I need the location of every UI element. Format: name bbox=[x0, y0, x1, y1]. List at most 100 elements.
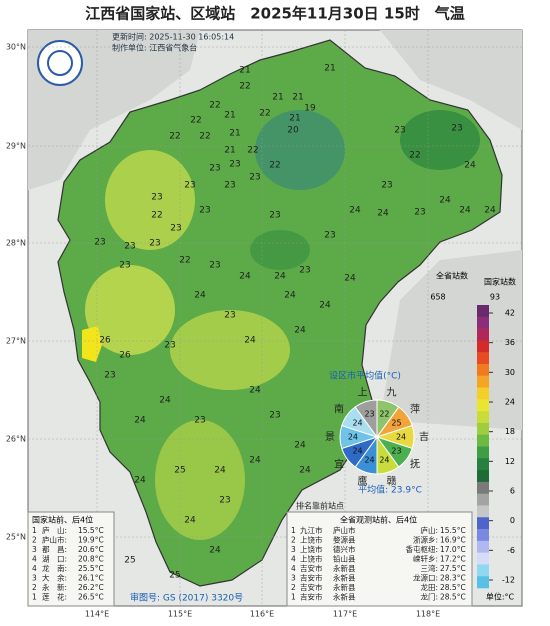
pie-value: 24 bbox=[379, 455, 389, 464]
pie-name: 宜 bbox=[334, 458, 344, 471]
temp-zone bbox=[400, 110, 480, 170]
colorbar-cell bbox=[477, 375, 489, 388]
producer: 制作单位: 江西省气象台 bbox=[112, 43, 197, 53]
colorbar-cell bbox=[477, 422, 489, 436]
lat-label: 26°N bbox=[6, 435, 26, 444]
station-value: 23 bbox=[381, 181, 392, 191]
temp-zone bbox=[155, 420, 245, 540]
legend-count: 93 bbox=[490, 293, 500, 302]
lat-label: 30°N bbox=[6, 43, 26, 52]
station-value: 23 bbox=[119, 261, 130, 271]
temp-zone bbox=[255, 110, 345, 190]
ranking-cell: 永新县 bbox=[333, 563, 356, 573]
station-value: 22 bbox=[169, 132, 180, 142]
station-value: 21 bbox=[292, 93, 303, 103]
ranking-cell: 龙 南: bbox=[42, 563, 67, 573]
station-value: 19 bbox=[304, 104, 316, 114]
legend-count: 658 bbox=[430, 293, 445, 302]
ranking-cell: 26.1°C bbox=[78, 574, 104, 583]
station-value: 22 bbox=[151, 211, 162, 221]
ranking-cell: 庐山市 bbox=[333, 525, 356, 535]
ranking-cell: 德兴市 bbox=[333, 544, 356, 554]
station-value: 22 bbox=[239, 82, 250, 92]
station-value: 24 bbox=[209, 546, 221, 556]
ranking-cell: 龙田: bbox=[420, 582, 438, 592]
station-value: 23 bbox=[151, 193, 162, 203]
pie-value: 25 bbox=[391, 418, 401, 427]
station-value: 21 bbox=[224, 111, 235, 121]
ranking-cell: 20.8°C bbox=[78, 555, 104, 564]
station-value: 22 bbox=[269, 161, 280, 171]
station-value: 23 bbox=[324, 231, 335, 241]
station-value: 24 bbox=[249, 456, 261, 466]
ranking-cell: 浙源乡: bbox=[413, 535, 438, 545]
ranking-cell: 28.5°C bbox=[440, 593, 466, 602]
ranking-cell: 龙源口: bbox=[413, 573, 438, 583]
station-value: 23 bbox=[269, 411, 280, 421]
station-value: 22 bbox=[209, 101, 220, 111]
colorbar-cell bbox=[477, 399, 489, 412]
colorbar-cell bbox=[477, 564, 489, 577]
colorbar-label: -6 bbox=[507, 546, 515, 555]
ranking-cell: 三湾: bbox=[420, 563, 438, 573]
temp-zone bbox=[250, 230, 310, 270]
pie-name: 九 bbox=[387, 386, 397, 398]
lon-label: 115°E bbox=[168, 610, 192, 619]
ranking-cell: 2 bbox=[32, 536, 37, 545]
ranking-cell: 3 bbox=[291, 545, 296, 554]
lon-label: 114°E bbox=[85, 610, 109, 619]
legend-unit: 单位:°C bbox=[486, 592, 515, 602]
ranking-cell: 2 bbox=[291, 583, 296, 592]
station-value: 24 bbox=[249, 386, 261, 396]
ranking-cell: 16.9°C bbox=[440, 536, 466, 545]
lat-label: 25°N bbox=[6, 533, 26, 542]
ranking-cell: 永 新: bbox=[42, 582, 67, 592]
temp-zone bbox=[85, 265, 175, 355]
colorbar-label: 24 bbox=[505, 398, 515, 407]
station-value: 23 bbox=[104, 371, 115, 381]
colorbar-cell bbox=[477, 340, 489, 353]
station-value: 23 bbox=[184, 181, 195, 191]
ranking-cell: 4 bbox=[32, 555, 37, 564]
station-value: 21 bbox=[224, 146, 235, 156]
station-value: 23 bbox=[451, 124, 462, 134]
colorbar-cell bbox=[477, 505, 489, 518]
station-value: 23 bbox=[249, 173, 260, 183]
station-value: 21 bbox=[289, 114, 300, 124]
ranking-cell: 15.5°C bbox=[78, 526, 104, 535]
lat-label: 28°N bbox=[6, 239, 26, 248]
station-value: 24 bbox=[294, 326, 306, 336]
colorbar-label: 6 bbox=[510, 487, 515, 496]
station-value: 23 bbox=[170, 224, 181, 234]
station-value: 24 bbox=[377, 209, 389, 219]
ranking-cell: 25.5°C bbox=[78, 564, 104, 573]
ranking-title: 排名靠前站点 bbox=[296, 501, 344, 511]
ranking-cell: 吉安市 bbox=[300, 582, 323, 592]
province bbox=[57, 39, 503, 587]
colorbar-cell bbox=[477, 411, 489, 424]
station-value: 24 bbox=[294, 441, 306, 451]
ranking-cell: 28.5°C bbox=[440, 583, 466, 592]
ranking-cell: 26.5°C bbox=[78, 593, 104, 602]
ranking-cell: 3 bbox=[32, 545, 37, 554]
station-value: 23 bbox=[194, 416, 205, 426]
colorbar-cell bbox=[477, 576, 489, 589]
station-value: 24 bbox=[459, 206, 471, 216]
station-value: 22 bbox=[247, 146, 258, 156]
colorbar-cell bbox=[477, 363, 489, 377]
lat-label: 29°N bbox=[6, 142, 26, 151]
station-value: 23 bbox=[299, 266, 310, 276]
ranking-cell: 19.9°C bbox=[78, 536, 104, 545]
pie-title: 设区市平均值(°C) bbox=[329, 370, 401, 382]
lon-label: 116°E bbox=[250, 610, 274, 619]
colorbar-cell bbox=[477, 517, 489, 530]
station-value: 24 bbox=[464, 161, 476, 171]
temp-zone bbox=[170, 310, 290, 390]
colorbar-label: 0 bbox=[510, 516, 515, 525]
update-time: 更新时间: 2025-11-30 16:05:14 bbox=[112, 32, 234, 42]
pie-name: 吉 bbox=[419, 431, 429, 443]
logo-circle bbox=[37, 40, 83, 86]
colorbar-cell bbox=[477, 481, 489, 494]
pie-name: 抚 bbox=[410, 459, 420, 471]
